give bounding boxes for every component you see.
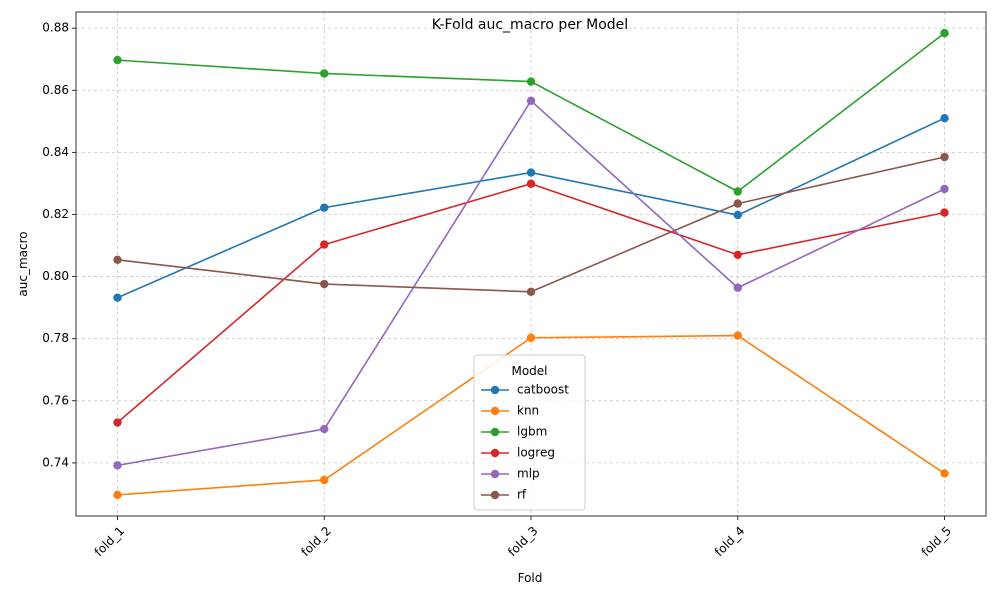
- y-axis-label: auc_macro: [16, 231, 30, 296]
- legend-item-logreg: logreg: [481, 446, 555, 460]
- data-point-rf: [113, 255, 122, 265]
- data-point-knn: [526, 333, 536, 342]
- y-tick-label: 0.78: [42, 331, 69, 345]
- data-point-rf: [526, 287, 536, 296]
- series-logreg: [113, 179, 949, 427]
- data-point-lgbm: [526, 77, 536, 86]
- data-point-logreg: [113, 418, 122, 427]
- data-point-logreg: [320, 240, 329, 249]
- legend-swatch-marker: [490, 385, 500, 395]
- legend-item-catboost: catboost: [481, 383, 569, 397]
- data-point-mlp: [526, 96, 536, 106]
- x-tick-label: fold_5: [919, 524, 954, 559]
- x-tick-label: fold_3: [505, 524, 540, 559]
- x-axis-label: Fold: [518, 571, 543, 585]
- data-point-lgbm: [320, 69, 329, 78]
- chart-title: K-Fold auc_macro per Model: [432, 17, 628, 33]
- legend-swatch-marker: [490, 490, 500, 500]
- legend-label: logreg: [517, 446, 555, 460]
- y-tick-label: 0.86: [42, 83, 69, 97]
- data-point-knn: [733, 331, 742, 340]
- x-tick-label: fold_4: [712, 524, 747, 559]
- data-point-lgbm: [940, 28, 949, 38]
- y-tick-label: 0.74: [42, 455, 69, 469]
- data-point-logreg: [733, 250, 742, 260]
- legend-swatch-marker: [490, 406, 500, 416]
- legend-item-rf: rf: [481, 488, 527, 502]
- legend-title: Model: [511, 364, 547, 378]
- x-tick-label: fold_1: [92, 524, 127, 559]
- series-knn: [113, 331, 949, 500]
- legend-label: rf: [517, 488, 527, 502]
- y-tick-label: 0.88: [42, 21, 69, 35]
- data-point-lgbm: [733, 187, 742, 196]
- data-point-catboost: [733, 210, 742, 220]
- data-point-lgbm: [113, 55, 122, 65]
- legend-label: lgbm: [517, 425, 547, 439]
- y-tick-label: 0.76: [42, 393, 69, 407]
- legend-swatch-marker: [490, 469, 500, 479]
- data-point-logreg: [940, 208, 949, 217]
- data-point-knn: [940, 469, 949, 478]
- y-tick-label: 0.80: [42, 269, 69, 283]
- y-tick-label: 0.82: [42, 207, 69, 221]
- legend-swatch-marker: [490, 448, 500, 458]
- data-point-mlp: [113, 461, 122, 470]
- series-layer: [113, 28, 949, 500]
- y-tick-label: 0.84: [42, 145, 69, 159]
- legend-label: knn: [517, 404, 539, 418]
- data-point-catboost: [940, 114, 949, 123]
- series-rf: [113, 152, 949, 296]
- data-point-catboost: [526, 168, 536, 177]
- series-catboost: [113, 114, 949, 302]
- data-point-rf: [940, 152, 949, 162]
- data-point-logreg: [526, 179, 536, 188]
- data-point-catboost: [320, 203, 329, 212]
- legend-swatch-marker: [490, 427, 500, 437]
- legend-item-knn: knn: [481, 404, 539, 418]
- legend: Model catboost knn lgbm logreg mlp rf: [473, 354, 586, 511]
- legend-label: catboost: [517, 383, 569, 397]
- legend-item-lgbm: lgbm: [481, 425, 547, 439]
- data-point-mlp: [320, 424, 329, 434]
- data-point-rf: [320, 279, 329, 289]
- legend-item-mlp: mlp: [481, 467, 540, 481]
- legend-label: mlp: [517, 467, 540, 481]
- x-tick-label: fold_2: [298, 524, 333, 559]
- series-lgbm: [113, 28, 949, 196]
- data-point-catboost: [113, 293, 122, 302]
- data-point-mlp: [940, 184, 949, 194]
- data-point-rf: [733, 199, 742, 208]
- series-mlp: [113, 96, 949, 470]
- legend-box: [473, 354, 586, 511]
- data-point-knn: [113, 490, 122, 500]
- data-point-mlp: [733, 283, 742, 292]
- data-point-knn: [320, 475, 329, 485]
